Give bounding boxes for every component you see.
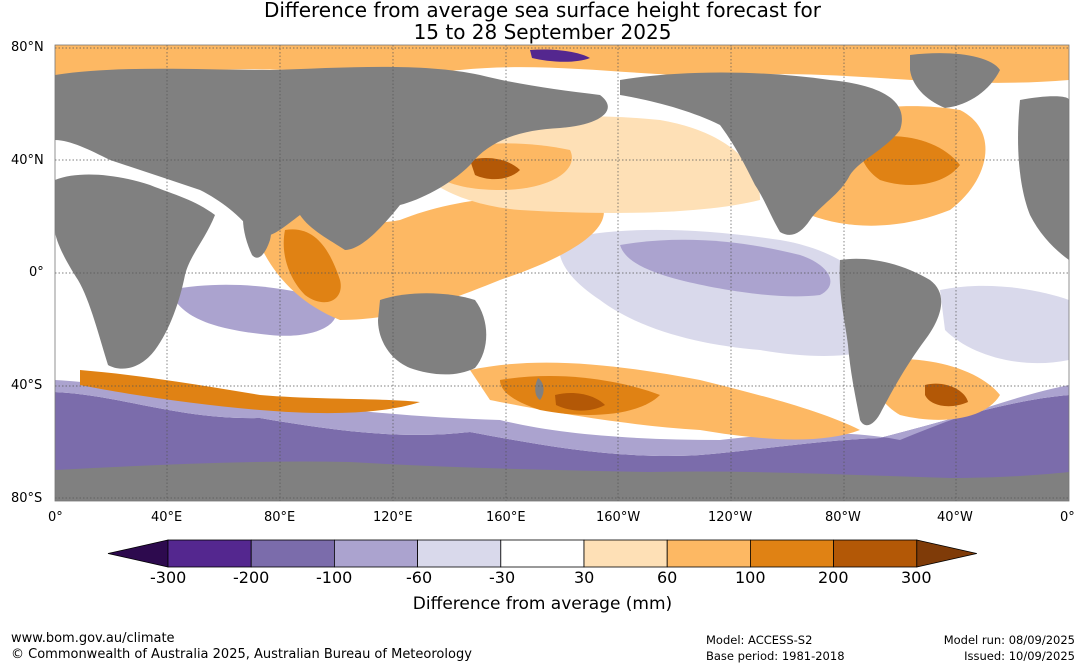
colorbar-tick-label: -30 (489, 568, 516, 587)
colorbar-swatch (583, 539, 668, 568)
lat-label-80s: 80°S (11, 491, 43, 506)
land-africa (55, 174, 215, 369)
colorbar-tick-label: 300 (901, 568, 932, 587)
footer-website: www.bom.gov.au/climate (11, 631, 175, 646)
colorbar-tick-label: 30 (574, 568, 595, 587)
footer-copyright: © Commonwealth of Australia 2025, Austra… (11, 647, 472, 662)
east-pacific-mid-negative (620, 239, 831, 297)
colorbar-swatch (666, 539, 751, 568)
south-pacific-max-positive (555, 393, 605, 411)
colorbar-swatch (167, 539, 252, 568)
lon-label-160w: 160°W (596, 510, 641, 525)
land-greenland (910, 53, 1000, 108)
land-antarctica (55, 461, 1069, 501)
south-atlantic-negative (940, 285, 1069, 364)
lon-label-0-right: 0° (1060, 510, 1075, 525)
colorbar-extend-high (916, 539, 977, 568)
footer-model: Model: ACCESS-S2 (706, 633, 813, 647)
map-frame (54, 44, 1070, 502)
lon-label-80w: 80°W (825, 510, 861, 525)
colorbar-tick-label: -200 (233, 568, 270, 587)
colorbar-extend-low (107, 539, 169, 568)
gulf-stream-strong-positive (859, 136, 960, 185)
maritime-continent-positive (283, 229, 341, 303)
colorbar-tick-label: -100 (316, 568, 353, 587)
land-south-america (839, 258, 942, 426)
chart-title-line1: Difference from average sea surface heig… (263, 0, 822, 22)
colorbar-swatch (750, 539, 835, 568)
colorbar-tick-label: 200 (818, 568, 849, 587)
graticule (55, 45, 1069, 501)
colorbar-tick-label: -60 (406, 568, 433, 587)
land-europe-east (1018, 96, 1069, 260)
land-eurasia (55, 66, 608, 250)
land-new-zealand (535, 378, 544, 400)
lat-label-40n: 40°N (11, 153, 44, 168)
lon-label-40w: 40°W (937, 510, 973, 525)
chart-title-line2: 15 to 28 September 2025 (413, 20, 672, 44)
indian-southern-positive (80, 370, 420, 414)
footer-model-run: Model run: 08/09/2025 (943, 633, 1075, 647)
lon-label-40e: 40°E (151, 510, 183, 525)
colorbar-title: Difference from average (mm) (412, 594, 673, 614)
colorbar-swatch (833, 539, 918, 568)
colorbar-swatch (333, 539, 418, 568)
south-atlantic-strong-positive (925, 383, 968, 407)
land-north-america (620, 72, 902, 235)
land-australia (378, 293, 487, 375)
colorbar-swatch (417, 539, 502, 568)
lat-label-0: 0° (29, 265, 44, 280)
indian-ocean-negative (170, 284, 337, 336)
colorbar-tick-label: -300 (150, 568, 187, 587)
colorbar-tick-label: 60 (657, 568, 678, 587)
lon-label-0-left: 0° (48, 510, 63, 525)
land-india (242, 205, 272, 258)
lon-label-80e: 80°E (264, 510, 296, 525)
footer-issued: Issued: 10/09/2025 (964, 649, 1075, 663)
arctic-positive-band (55, 45, 1069, 83)
colorbar (107, 539, 977, 568)
colorbar-swatch (500, 539, 585, 568)
colorbar-tick-label: 100 (735, 568, 766, 587)
lon-label-160e: 160°E (486, 510, 526, 525)
arctic-negative-patch (530, 49, 590, 62)
lat-label-40s: 40°S (11, 378, 43, 393)
colorbar-swatch (250, 539, 335, 568)
land-masses (55, 53, 1069, 501)
lon-label-120e: 120°E (373, 510, 413, 525)
kuroshio-strong-positive (470, 158, 520, 180)
lon-label-120w: 120°W (708, 510, 753, 525)
footer-base-period: Base period: 1981-2018 (706, 649, 845, 663)
lat-label-80n: 80°N (11, 40, 44, 55)
